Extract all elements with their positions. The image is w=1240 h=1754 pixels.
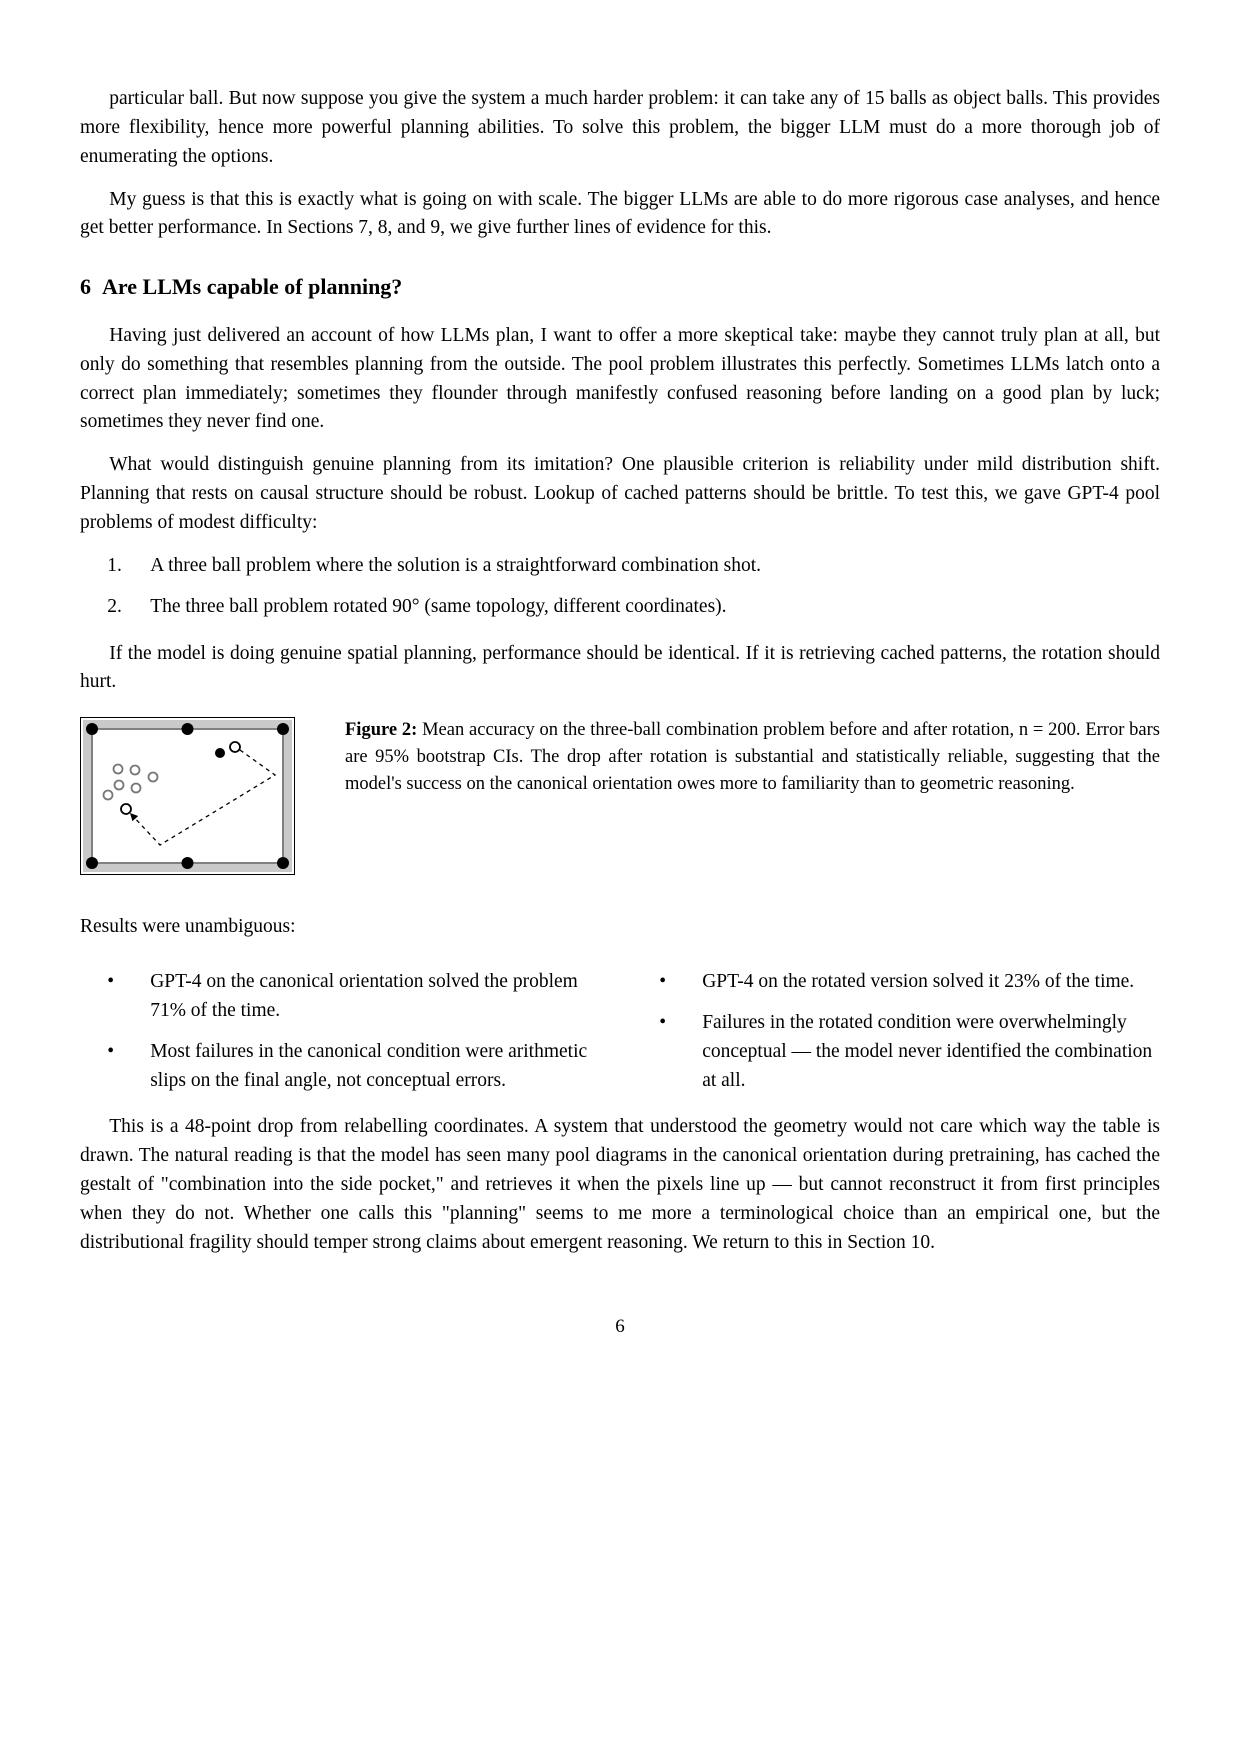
results-intro: Results were unambiguous: [80,913,1160,942]
body-paragraph-1: Having just delivered an account of how … [80,322,1160,437]
list-item-2: The three ball problem rotated 90° (same… [150,593,726,622]
result-col2-item2: Failures in the rotated condition were o… [702,1009,1160,1096]
intro-paragraph-2: My guess is that this is exactly what is… [80,186,1160,244]
list-item-1: A three ball problem where the solution … [150,552,761,581]
section-heading: 6 Are LLMs capable of planning? [80,271,1160,304]
figure-caption: Figure 2: Mean accuracy on the three-bal… [345,717,1160,797]
result-col1-item2: Most failures in the canonical condition… [150,1038,608,1096]
numbered-list: 1.A three ball problem where the solutio… [80,552,1160,622]
intro-paragraph-1: particular ball. But now suppose you giv… [80,85,1160,172]
results-conclusion: This is a 48-point drop from relabelling… [80,1113,1160,1257]
results-columns: •GPT-4 on the canonical orientation solv… [80,956,1160,1113]
body-paragraph-2: What would distinguish genuine planning … [80,451,1160,538]
result-col2-item1: GPT-4 on the rotated version solved it 2… [702,968,1134,997]
result-col1-item1: GPT-4 on the canonical orientation solve… [150,968,608,1026]
body-paragraph-3: If the model is doing genuine spatial pl… [80,640,1160,698]
figure-pool-diagram [80,717,295,885]
page-number: 6 [80,1313,1160,1341]
